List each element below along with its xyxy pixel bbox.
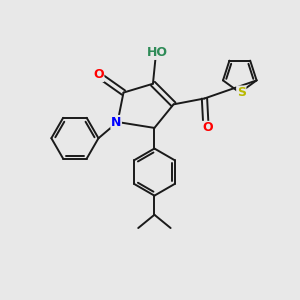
Text: S: S	[237, 86, 246, 99]
Text: O: O	[202, 122, 213, 134]
Text: HO: HO	[147, 46, 168, 59]
Text: N: N	[111, 116, 121, 128]
Text: O: O	[93, 68, 104, 81]
